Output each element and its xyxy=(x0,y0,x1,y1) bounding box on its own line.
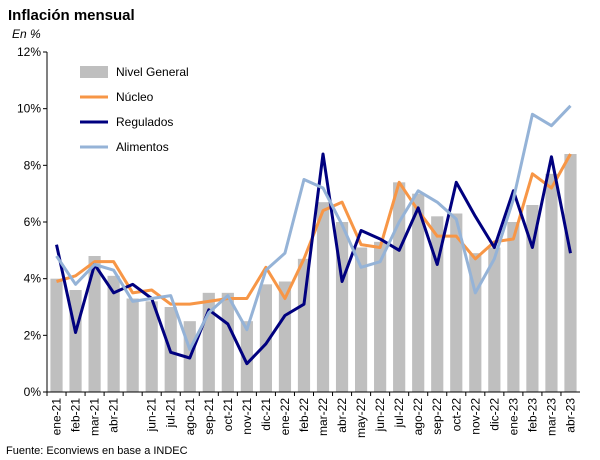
x-tick-label: dic-22 xyxy=(487,398,501,431)
x-tick-label: ago-21 xyxy=(183,398,197,436)
y-tick-label: 8% xyxy=(24,158,42,172)
bar xyxy=(488,247,501,392)
legend-label: Regulados xyxy=(116,115,173,129)
x-tick-label: nov-22 xyxy=(468,398,482,435)
line xyxy=(55,104,572,351)
chart-title: Inflación mensual xyxy=(8,7,135,24)
bar xyxy=(297,258,311,392)
line xyxy=(55,152,572,366)
x-tick-label: mar-23 xyxy=(544,398,558,436)
source: Fuente: Econviews en base a INDEC xyxy=(6,445,188,457)
y-tick-label: 12% xyxy=(17,45,41,59)
legend-label: Nivel General xyxy=(116,65,189,79)
x-tick-label: jul-21 xyxy=(164,398,178,429)
x-tick-label: mar-22 xyxy=(316,398,330,436)
bar xyxy=(278,281,292,392)
bar xyxy=(374,241,387,392)
x-tick-label: jul-22 xyxy=(392,398,406,429)
bar xyxy=(564,154,577,392)
bar xyxy=(431,216,444,392)
bar xyxy=(316,202,330,392)
x-tick-label: jun-21 xyxy=(145,398,159,433)
bar xyxy=(221,292,234,392)
x-tick-label: abr-22 xyxy=(335,398,349,433)
x-tick-label: mar-21 xyxy=(88,398,102,436)
x-tick-label: sep-22 xyxy=(430,398,444,435)
x-tick-label: abr-21 xyxy=(107,398,121,433)
x-tick-label: ene-21 xyxy=(50,398,64,436)
x-tick-label: oct-22 xyxy=(449,398,463,432)
y-tick-label: 4% xyxy=(24,272,42,286)
y-tick-label: 10% xyxy=(17,102,41,116)
legend-swatch xyxy=(80,66,108,78)
y-tick-label: 0% xyxy=(24,385,42,399)
y-tick-label: 6% xyxy=(24,215,42,229)
legend-label: Alimentos xyxy=(116,140,169,154)
bar xyxy=(393,182,406,392)
legend-label: Núcleo xyxy=(116,90,154,104)
bar xyxy=(88,256,101,392)
bar xyxy=(526,205,539,392)
x-tick-label: dic-21 xyxy=(259,398,273,431)
bar xyxy=(126,298,139,392)
x-tick-label: nov-21 xyxy=(240,398,254,435)
x-tick-label: ene-22 xyxy=(278,398,292,436)
x-tick-label: may-22 xyxy=(354,398,368,438)
x-tick-label: ago-22 xyxy=(411,398,425,436)
x-tick-label: abr-23 xyxy=(563,398,577,433)
bar xyxy=(354,247,368,392)
bar xyxy=(50,278,63,392)
bar xyxy=(145,301,158,392)
x-tick-label: feb-23 xyxy=(525,398,539,432)
bar xyxy=(107,275,120,392)
x-tick-label: jun-22 xyxy=(373,398,387,433)
y-tick-label: 2% xyxy=(24,328,42,342)
x-tick-label: feb-21 xyxy=(69,398,83,432)
bar xyxy=(412,193,425,392)
x-tick-label: oct-21 xyxy=(221,398,235,432)
x-tick-label: sep-21 xyxy=(202,398,216,435)
bar xyxy=(450,213,463,392)
chart-subtitle: En % xyxy=(12,27,41,41)
bar xyxy=(259,284,273,392)
x-tick-label: ene-23 xyxy=(506,398,520,436)
bar xyxy=(507,222,520,392)
x-tick-label: feb-22 xyxy=(297,398,311,432)
bar xyxy=(545,173,558,392)
bar xyxy=(69,290,82,392)
bar xyxy=(240,321,253,392)
